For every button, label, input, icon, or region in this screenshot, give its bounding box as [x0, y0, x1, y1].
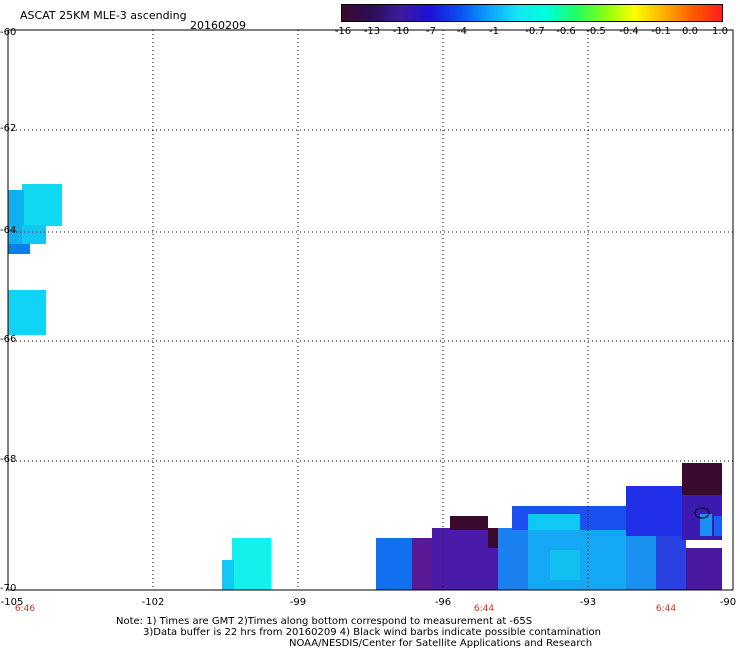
- lat-label: -70: [0, 583, 17, 594]
- lat-label: -66: [0, 334, 17, 345]
- lon-label: -93: [579, 597, 597, 608]
- wind-data-cells: [8, 184, 722, 590]
- data-cell: [626, 486, 682, 536]
- colorbar-label: 1.0: [712, 26, 728, 37]
- lon-label: -105: [0, 597, 24, 608]
- lat-label: -62: [0, 123, 17, 134]
- data-cell: [412, 538, 432, 590]
- data-cell: [8, 190, 24, 246]
- colorbar-label: -10: [392, 26, 410, 37]
- data-cell: [450, 516, 488, 530]
- lon-label: -102: [141, 597, 165, 608]
- lon-label: -99: [289, 597, 307, 608]
- time-label: 6:46: [14, 604, 36, 614]
- data-cell: [656, 536, 686, 590]
- note-line: NOAA/NESDIS/Center for Satellite Applica…: [289, 638, 593, 649]
- colorbar-label: -7: [426, 26, 436, 37]
- data-cell: [714, 516, 722, 536]
- colorbar: [341, 4, 723, 22]
- data-cell: [686, 548, 722, 590]
- colorbar-label: -0.7: [525, 26, 545, 37]
- data-cell: [232, 538, 271, 590]
- time-label: 6:44: [655, 604, 677, 614]
- data-cell: [550, 550, 580, 580]
- note-line: 3)Data buffer is 22 hrs from 20160209 4)…: [143, 627, 601, 638]
- map-frame: [7, 29, 734, 591]
- data-cell: [528, 514, 580, 530]
- colorbar-fill: [342, 5, 722, 21]
- map-title: ASCAT 25KM MLE-3 ascending: [20, 9, 187, 22]
- data-cell: [498, 528, 528, 590]
- data-cell: [682, 463, 722, 495]
- data-cell: [22, 184, 62, 226]
- colorbar-label: -0.1: [651, 26, 671, 37]
- lat-label: -68: [0, 454, 17, 465]
- colorbar-label: -0.6: [556, 26, 576, 37]
- colorbar-label: -0.4: [619, 26, 639, 37]
- colorbar-label: -16: [334, 26, 352, 37]
- map-date: 20160209: [190, 19, 246, 32]
- contamination-marker: [694, 507, 710, 519]
- data-cell: [376, 538, 414, 590]
- data-cell: [8, 290, 46, 335]
- note-line: Note: 1) Times are GMT 2)Times along bot…: [116, 616, 533, 627]
- data-cell: [22, 225, 46, 244]
- graticule: [8, 30, 733, 590]
- lon-label: -90: [719, 597, 737, 608]
- colorbar-label: -4: [457, 26, 467, 37]
- lat-label: -60: [0, 27, 17, 38]
- data-cell: [626, 536, 656, 590]
- colorbar-label: -0.5: [586, 26, 606, 37]
- lat-label: -64: [0, 225, 17, 236]
- data-cell: [8, 244, 30, 254]
- colorbar-label: -1: [489, 26, 499, 37]
- time-label: 6:44: [473, 604, 495, 614]
- colorbar-gradient: [342, 5, 722, 21]
- colorbar-label: -13: [363, 26, 381, 37]
- lon-label: -96: [434, 597, 452, 608]
- colorbar-label: 0.0: [682, 26, 698, 37]
- data-cell: [488, 528, 500, 548]
- data-cell: [222, 560, 234, 590]
- data-cell: [700, 514, 712, 536]
